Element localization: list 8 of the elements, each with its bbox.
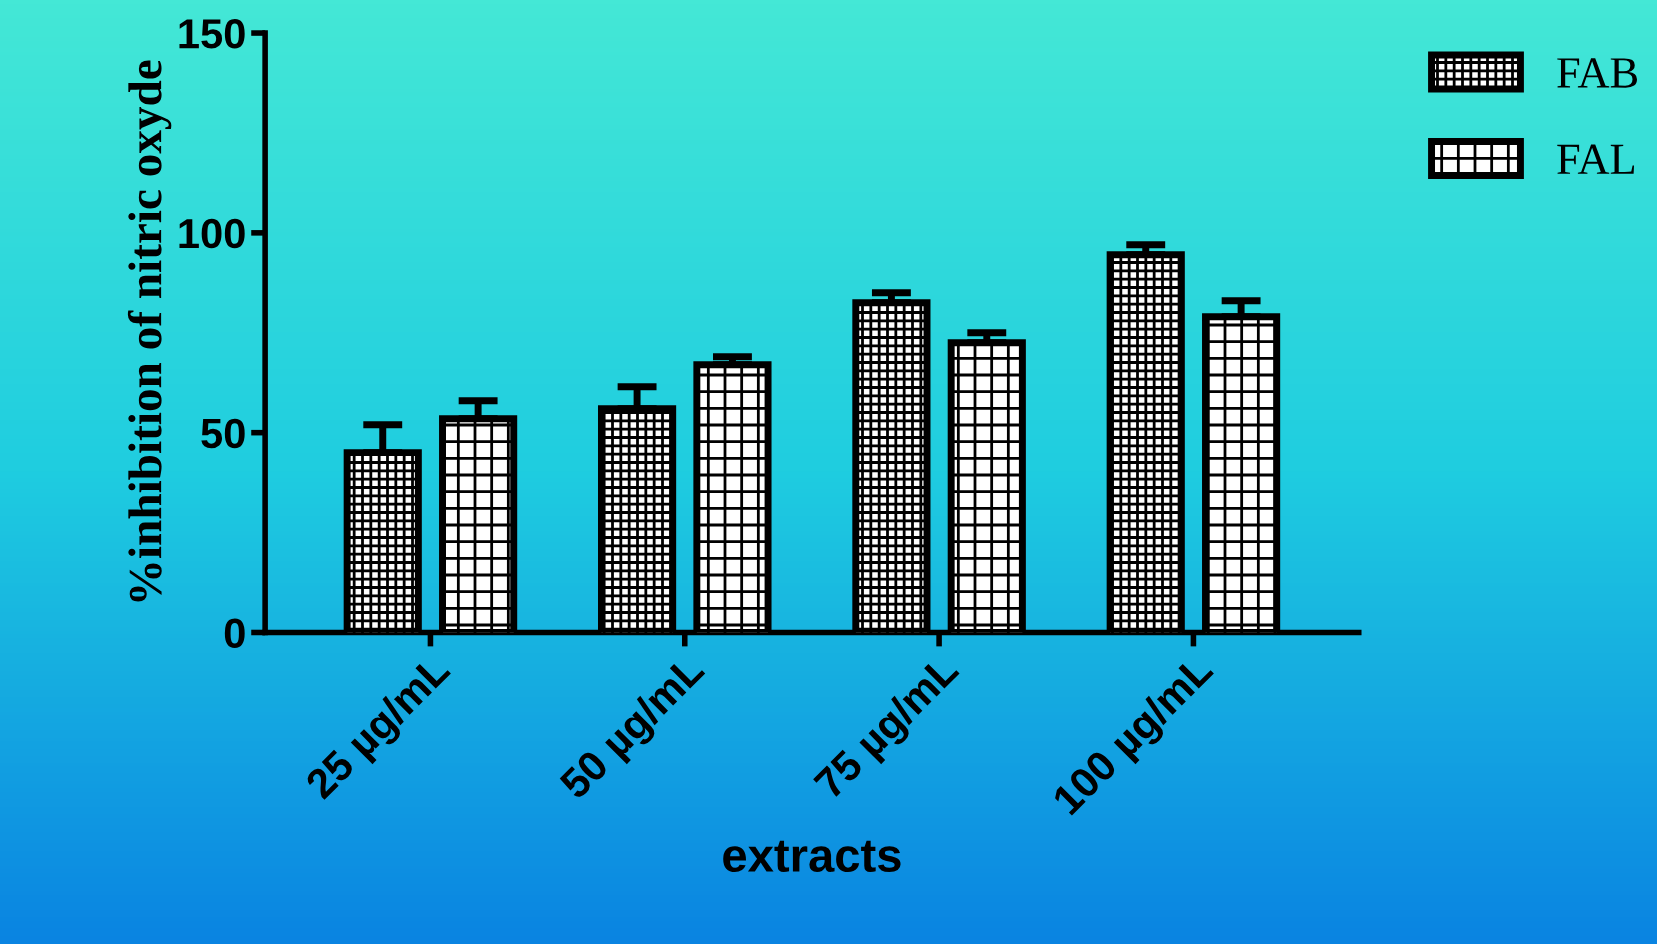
y-tick-label: 0 (224, 618, 245, 648)
y-tick-label: 100 (179, 218, 245, 249)
y-axis-title: %inhibition of nitric oxyde (127, 60, 172, 602)
y-tick-label: 50 (201, 418, 245, 449)
y-tick-label: 150 (179, 19, 245, 49)
legend-label: FAL (1557, 144, 1635, 174)
legend-label: FAB (1557, 58, 1637, 88)
x-axis-title: extracts (723, 840, 901, 873)
